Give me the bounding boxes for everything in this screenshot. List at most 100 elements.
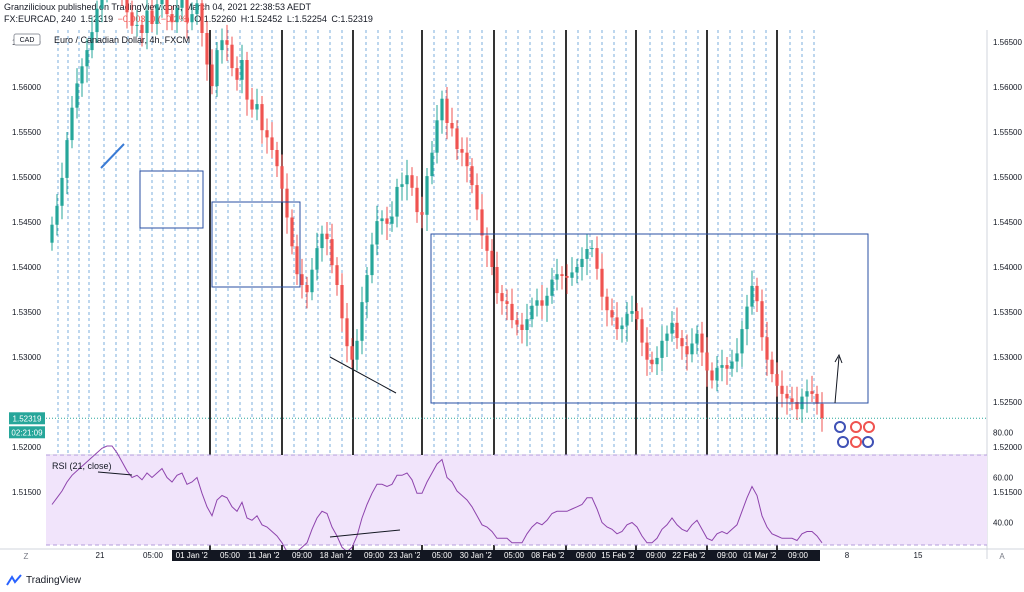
candle-body xyxy=(765,337,769,360)
time-label-bg xyxy=(528,550,572,561)
candle-body xyxy=(305,285,309,293)
last-price-badge-bg xyxy=(9,412,45,425)
candle-body xyxy=(265,130,269,138)
tradingview-logo-icon xyxy=(6,574,22,586)
price-tick-label: 1.56000 xyxy=(993,83,1022,92)
candle-body xyxy=(165,0,169,15)
candle-body xyxy=(415,187,419,213)
time-tick-label: 22 Feb '21 xyxy=(672,551,710,560)
time-tick-label: 09:00 xyxy=(364,551,385,560)
candle-body xyxy=(575,267,579,273)
rsi-band-layer xyxy=(46,454,987,546)
time-tick-label: 09:00 xyxy=(576,551,597,560)
candle-body xyxy=(290,217,294,247)
candle-body xyxy=(340,285,344,319)
candle-body xyxy=(670,322,674,334)
close-value: C:1.52319 xyxy=(331,14,373,24)
candle-body xyxy=(100,0,104,9)
candle-body xyxy=(370,244,374,276)
candle-body xyxy=(640,319,644,343)
candle-body xyxy=(790,398,794,402)
footer-brand[interactable]: TradingView xyxy=(6,574,81,586)
candle-body xyxy=(300,274,304,285)
left-price-tick: 1.53500 xyxy=(12,308,41,317)
time-label-bg xyxy=(385,550,429,561)
rsi-tick-label: 60.00 xyxy=(993,474,1014,483)
candle-body xyxy=(295,246,299,275)
price-tick-label: 1.57000 xyxy=(993,0,1022,2)
left-price-tick: 1.54500 xyxy=(12,218,41,227)
candle-body xyxy=(515,320,519,325)
candle-body xyxy=(650,359,654,365)
candle-body xyxy=(490,250,494,267)
time-tick-label: 23 Jan '21 xyxy=(389,551,426,560)
candle-body xyxy=(505,301,509,304)
candle-body xyxy=(615,317,619,330)
price-tick-label: 1.55000 xyxy=(993,173,1022,182)
candle-body xyxy=(815,393,819,404)
candle-body xyxy=(760,301,764,338)
candle-body xyxy=(560,274,564,276)
candle-body xyxy=(510,303,514,321)
time-tick-label: 21 xyxy=(96,551,105,560)
candle-body xyxy=(400,184,404,187)
time-tick-label: 05:00 xyxy=(504,551,525,560)
left-price-tick: 1.55000 xyxy=(12,173,41,182)
candle-body xyxy=(285,188,289,218)
candle-body xyxy=(770,359,774,375)
candle-body xyxy=(80,66,84,84)
candle-body xyxy=(150,10,154,24)
candle-body xyxy=(170,14,174,23)
left-price-tick: 1.52000 xyxy=(12,443,41,452)
candle-body xyxy=(600,268,604,297)
candle-body xyxy=(660,340,664,358)
candle-body xyxy=(690,343,694,355)
arrow-head xyxy=(834,353,843,364)
candle-body xyxy=(155,4,159,24)
candle-body xyxy=(710,370,714,381)
price-tick-label: 1.53500 xyxy=(993,308,1022,317)
candle-body xyxy=(185,0,189,23)
candle-body xyxy=(450,123,454,129)
candle-body xyxy=(215,50,219,87)
time-label-bg xyxy=(776,550,820,561)
candle-body xyxy=(385,218,389,224)
brand-label: TradingView xyxy=(26,574,82,586)
candle-body xyxy=(535,300,539,306)
candle-body xyxy=(210,64,214,87)
candle-body xyxy=(805,391,809,397)
candle-body xyxy=(205,33,209,65)
candle-body xyxy=(675,322,679,339)
candle-body xyxy=(90,32,94,51)
candle-body xyxy=(280,166,284,189)
candle-body xyxy=(745,306,749,330)
candle-body xyxy=(335,265,339,285)
candle-body xyxy=(470,166,474,186)
candle-body xyxy=(630,311,634,314)
candle-body xyxy=(390,216,394,224)
last-price-badge: 1.52319 xyxy=(13,414,42,423)
candle-body xyxy=(780,385,784,394)
currency-tag: CAD xyxy=(20,37,35,44)
time-label-bg xyxy=(316,550,360,561)
candle-body xyxy=(495,267,499,294)
time-tick-label: 09:00 xyxy=(292,551,313,560)
symbol-label: FX:EURCAD, 240 xyxy=(4,14,77,24)
event-icon xyxy=(863,421,875,433)
left-price-tick: 1.53000 xyxy=(12,353,41,362)
range-box xyxy=(139,170,204,229)
left-price-tick: 1.54000 xyxy=(12,263,41,272)
trend-line xyxy=(100,143,125,169)
candle-body xyxy=(380,218,384,222)
time-label-bg xyxy=(280,550,324,561)
candle-body xyxy=(735,353,739,362)
candle-body xyxy=(605,296,609,311)
candle-body xyxy=(440,98,444,121)
time-label-bg xyxy=(208,550,252,561)
candle-body xyxy=(595,248,599,269)
candle-body xyxy=(570,272,574,278)
candle-body xyxy=(715,367,719,381)
price-tick-label: 1.51500 xyxy=(993,488,1022,497)
candle-body xyxy=(130,12,134,26)
